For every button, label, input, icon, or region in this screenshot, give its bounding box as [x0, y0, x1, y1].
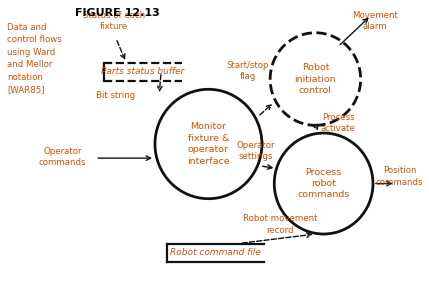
Text: Data and
control flows
using Ward
and Mellor
notation
[WAR85]: Data and control flows using Ward and Me… [7, 22, 62, 94]
Text: FIGURE 12.13: FIGURE 12.13 [75, 8, 160, 18]
Text: Process
robot
commands: Process robot commands [297, 168, 350, 200]
Text: Process
activate: Process activate [320, 113, 356, 133]
Text: Operator
commands: Operator commands [39, 147, 86, 167]
Text: Start/stop
flag: Start/stop flag [226, 60, 269, 81]
Text: Status of each
fixture: Status of each fixture [83, 11, 145, 31]
Text: Movement
alarm: Movement alarm [352, 11, 398, 31]
Text: Monitor
fixture &
operator
interface: Monitor fixture & operator interface [187, 122, 230, 166]
Text: Position
commands: Position commands [376, 166, 423, 187]
Text: Robot movement
record: Robot movement record [243, 215, 318, 234]
Text: Robot command file: Robot command file [170, 248, 261, 257]
Text: Parts status buffer: Parts status buffer [101, 67, 184, 77]
Text: Robot
initiation
control: Robot initiation control [295, 63, 336, 95]
Text: Operator
settings: Operator settings [236, 141, 275, 161]
Text: Bit string: Bit string [96, 92, 136, 101]
